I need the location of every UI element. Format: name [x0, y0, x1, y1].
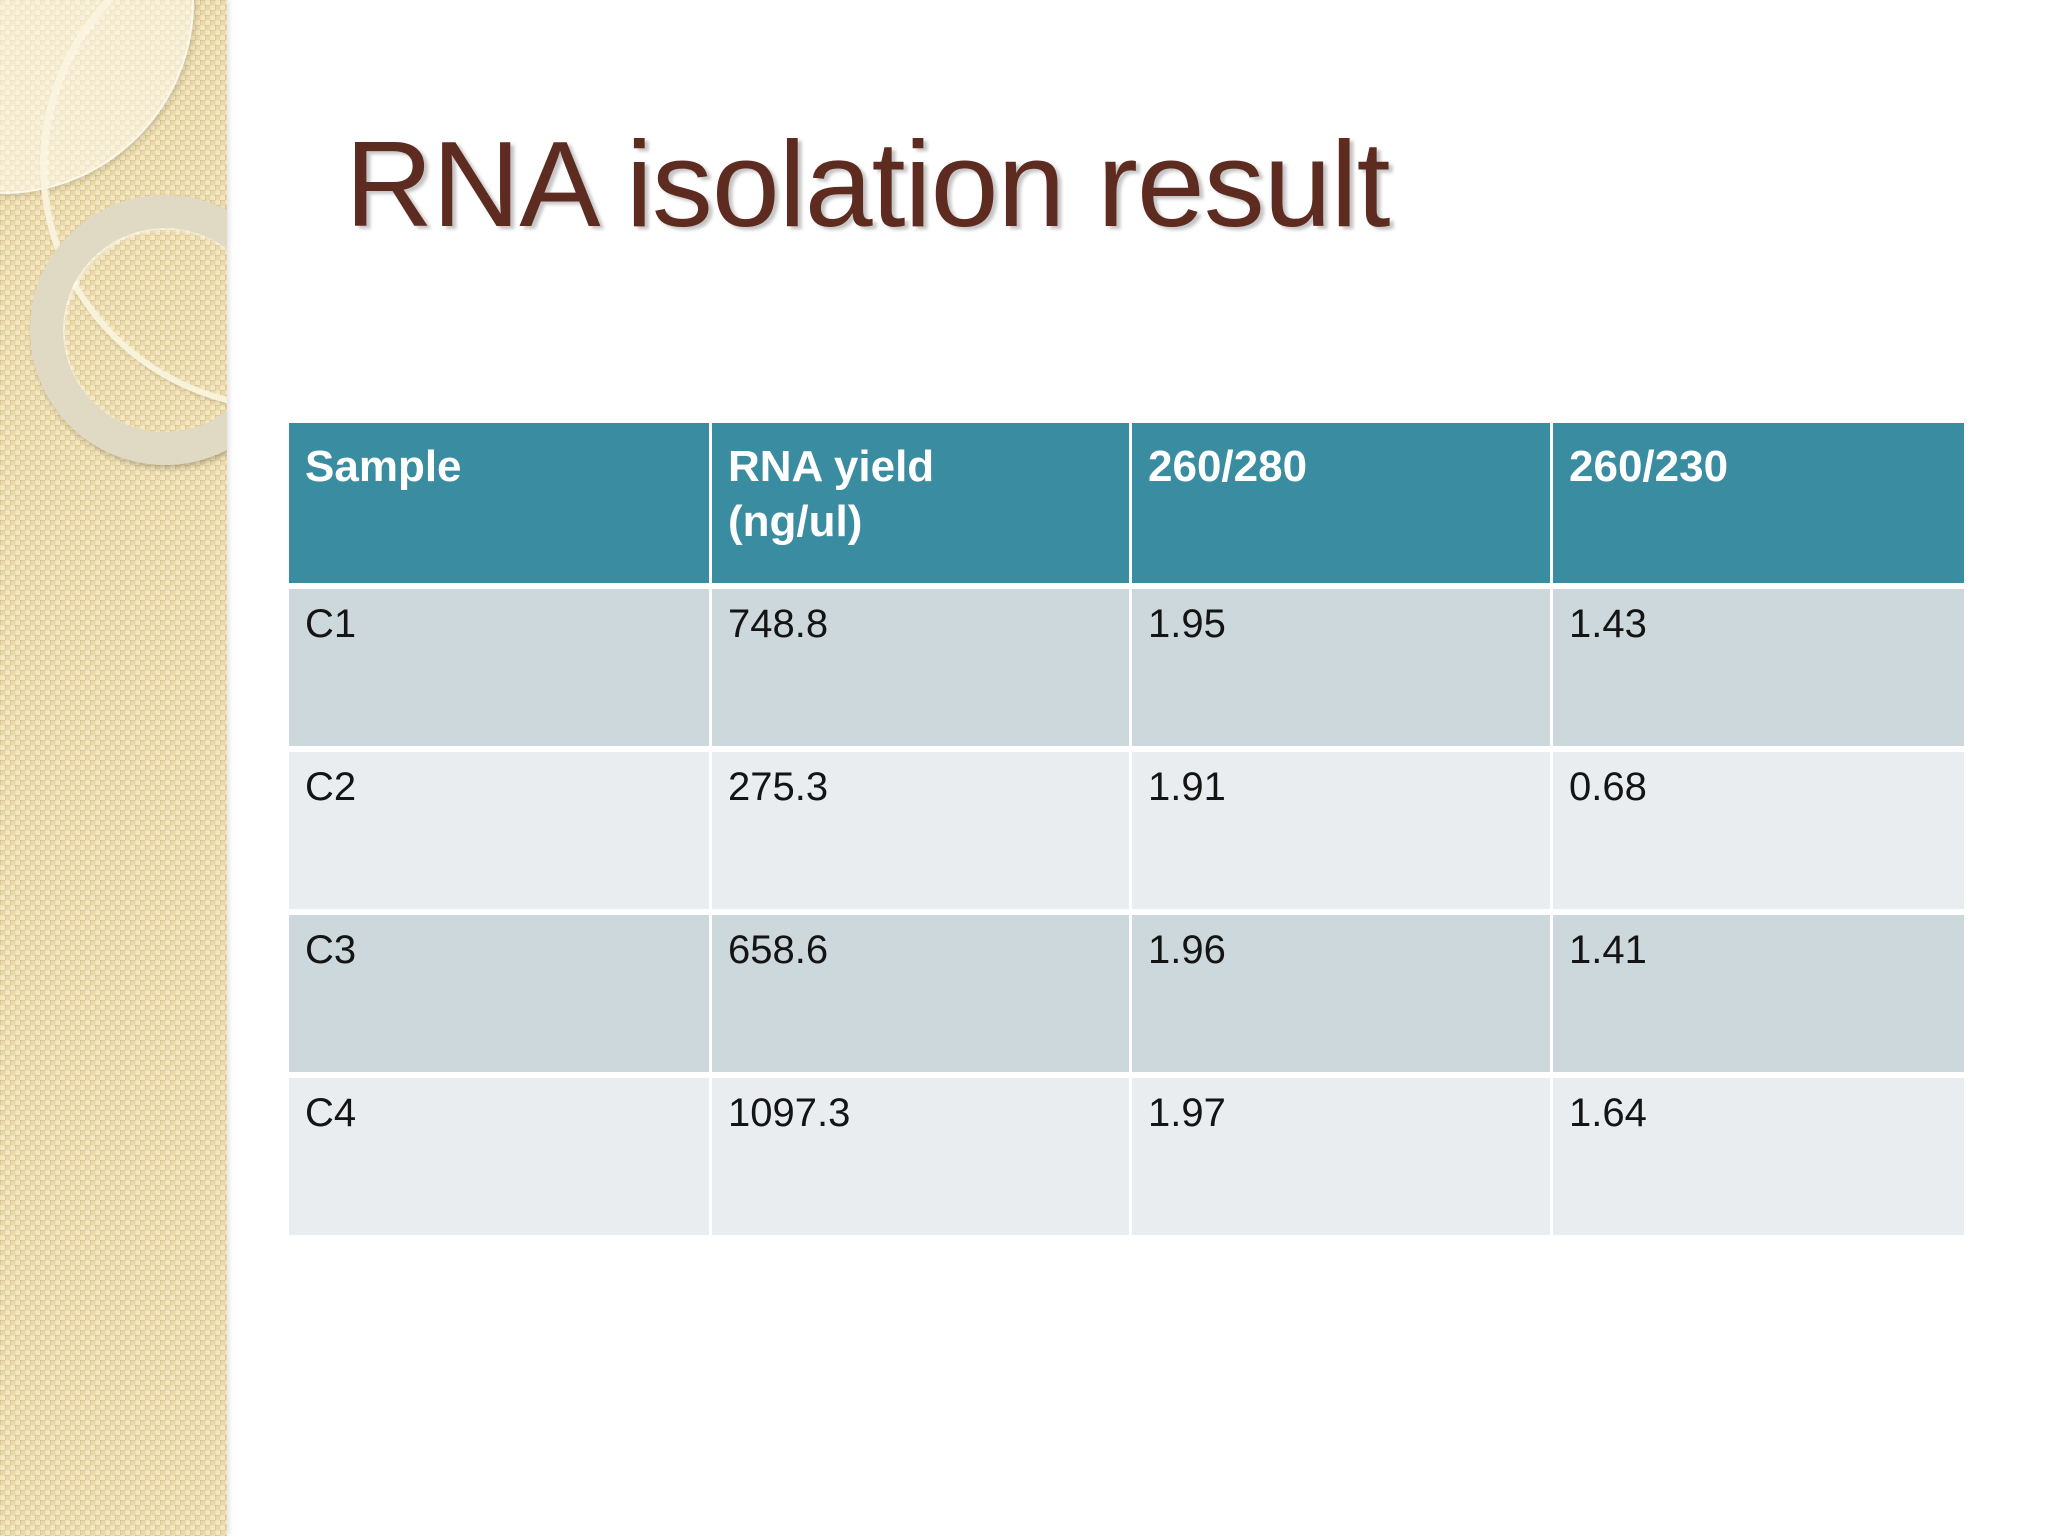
table-cell-r1c0: C2 [289, 752, 709, 909]
table-cell-r2c0: C3 [289, 915, 709, 1072]
table-cell-r2c1: 658.6 [712, 915, 1129, 1072]
table-cell-r0c0: C1 [289, 589, 709, 746]
table-cell-r0c2: 1.95 [1132, 589, 1550, 746]
table-cell-r3c1: 1097.3 [712, 1078, 1129, 1235]
slide-title: RNA isolation result [345, 116, 1391, 252]
table-cell-r3c0: C4 [289, 1078, 709, 1235]
table-cell-r3c2: 1.97 [1132, 1078, 1550, 1235]
table-cell-r2c2: 1.96 [1132, 915, 1550, 1072]
table-cell-r0c3: 1.43 [1553, 589, 1964, 746]
table-cell-r1c3: 0.68 [1553, 752, 1964, 909]
column-header-260-280: 260/280 [1132, 423, 1550, 583]
table-cell-r0c1: 748.8 [712, 589, 1129, 746]
table-cell-r1c1: 275.3 [712, 752, 1129, 909]
decorative-sidebar [0, 0, 227, 1536]
column-header-260-230: 260/230 [1553, 423, 1964, 583]
table-cell-r2c3: 1.41 [1553, 915, 1964, 1072]
table-cell-r3c3: 1.64 [1553, 1078, 1964, 1235]
column-header-rna-yield: RNA yield (ng/ul) [712, 423, 1129, 583]
rna-results-table: Sample RNA yield (ng/ul) 260/280 260/230… [289, 423, 1964, 1235]
table-cell-r1c2: 1.91 [1132, 752, 1550, 909]
column-header-sample: Sample [289, 423, 709, 583]
